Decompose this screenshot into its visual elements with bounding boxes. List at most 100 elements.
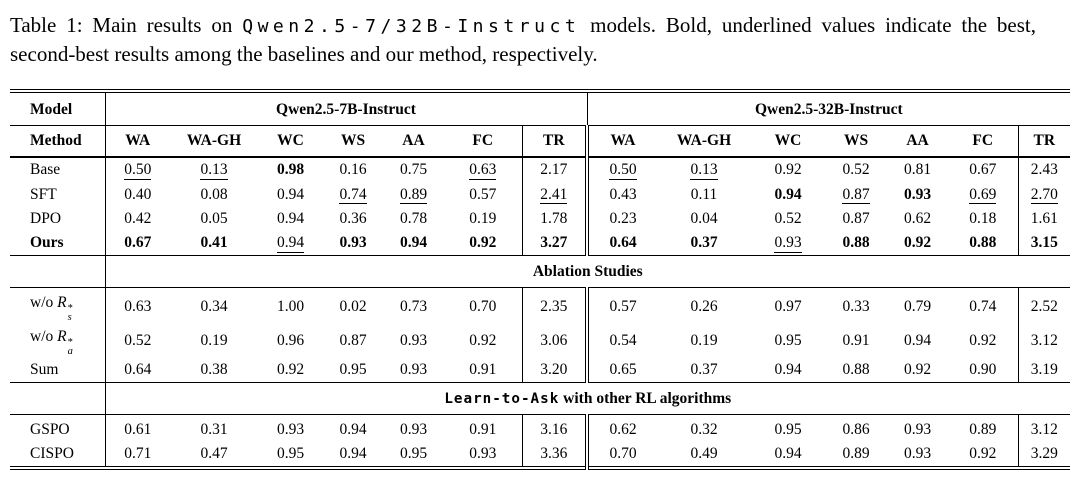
- value-cell: 0.94: [751, 357, 826, 384]
- col-header-wagh-7b: WA-GH: [170, 125, 258, 158]
- model-corner-label: Model: [10, 91, 106, 127]
- value-cell: 0.31: [200, 421, 228, 439]
- value-cell: 0.94: [276, 185, 305, 203]
- value-cell: 0.87: [339, 332, 367, 350]
- value-cell: 0.05: [200, 210, 228, 228]
- value-cell: 0.57: [469, 185, 497, 203]
- underlined-value: 0.93: [774, 234, 802, 253]
- value-cell: 0.81: [903, 161, 932, 179]
- value-cell: 0.89: [842, 445, 870, 463]
- value-cell: 0.88: [825, 230, 888, 257]
- row-label: w/o R * s: [10, 287, 106, 325]
- value-cell: 3.27: [521, 230, 588, 257]
- value-cell: 0.64: [585, 230, 658, 257]
- section-header-text: with other RL algorithms: [559, 390, 732, 408]
- value-cell: 0.89: [969, 421, 997, 439]
- col-header-aa-7b: AA: [383, 125, 444, 158]
- value-cell: 0.37: [657, 230, 752, 257]
- value-cell: 0.93: [323, 230, 383, 257]
- caption-prefix: Table 1: Main results on: [10, 13, 243, 37]
- value-cell: 0.92: [444, 230, 522, 257]
- value-cell: 0.37: [657, 357, 752, 384]
- value-cell: 3.29: [1017, 441, 1071, 469]
- underlined-value: 2.41: [540, 185, 568, 205]
- value-cell: 2.70: [1017, 182, 1071, 207]
- value-cell: 0.92: [969, 332, 997, 350]
- value-cell: 0.92: [969, 445, 997, 463]
- value-cell: 0.19: [469, 210, 497, 228]
- method-corner-label: Method: [10, 125, 106, 158]
- underlined-value: 0.63: [469, 161, 497, 180]
- value-cell: 0.50: [105, 157, 170, 182]
- results-table-body: Base 0.50 0.13 0.98 0.16 0.75 0.63 2.17 0.50 0.13…: [10, 156, 1071, 469]
- value-cell: 0.78: [399, 210, 428, 228]
- value-cell: 3.19: [1017, 357, 1071, 384]
- value-cell: 0.71: [124, 445, 152, 463]
- value-cell: 3.12: [1017, 324, 1071, 358]
- table-row: GSPO 0.61 0.31 0.93 0.94 0.93 0.91 3.16 0.62 0.32…: [10, 414, 1071, 442]
- value-cell: 0.57: [585, 287, 658, 325]
- value-cell: 0.93: [903, 445, 932, 463]
- value-cell: 0.02: [339, 298, 367, 316]
- underlined-value: 0.13: [200, 161, 228, 180]
- value-cell: 0.11: [690, 185, 718, 203]
- col-header-wa-7b: WA: [105, 125, 170, 158]
- value-cell: 0.65: [585, 357, 658, 384]
- value-cell: 0.93: [903, 185, 932, 203]
- math-supsub: * a: [67, 336, 73, 358]
- value-cell: 0.61: [124, 421, 152, 439]
- value-cell: 0.94: [258, 230, 323, 257]
- table-row: CISPO 0.71 0.47 0.95 0.94 0.95 0.93 3.36 0.70 0.4…: [10, 441, 1071, 469]
- value-cell: 0.23: [585, 206, 658, 231]
- underlined-value: 0.13: [690, 161, 718, 180]
- section-header-spacer: [10, 382, 106, 416]
- value-cell: 0.19: [200, 332, 228, 350]
- value-cell: 0.04: [690, 210, 718, 228]
- value-cell: 0.93: [399, 332, 428, 350]
- value-cell: 0.87: [842, 210, 870, 228]
- value-cell: 3.12: [1017, 414, 1071, 442]
- value-cell: 0.92: [887, 357, 949, 384]
- method-header-row: Method WA WA-GH WC WS AA FC TR WA WA-GH …: [10, 125, 1071, 158]
- value-cell: 1.61: [1017, 206, 1071, 231]
- value-cell: 0.94: [903, 332, 932, 350]
- value-cell: 0.95: [774, 332, 802, 350]
- section-header-label: Learn-to-Ask with other RL algorithms: [105, 382, 1071, 416]
- value-cell: 2.41: [521, 182, 588, 207]
- col-header-wagh-32b: WA-GH: [657, 125, 752, 158]
- value-cell: 0.36: [339, 210, 367, 228]
- value-cell: 0.95: [774, 421, 802, 439]
- value-cell: 3.36: [521, 441, 588, 469]
- col-header-wa-32b: WA: [585, 125, 658, 158]
- row-label: DPO: [10, 206, 106, 231]
- caption-suffix: models. Bold, underlined values indicate…: [10, 13, 1037, 66]
- value-cell: 0.89: [383, 182, 444, 206]
- section-header-text: Ablation Studies: [532, 263, 643, 281]
- value-cell: 0.95: [399, 445, 428, 463]
- value-cell: 0.50: [585, 156, 658, 183]
- value-cell: 0.67: [105, 230, 170, 257]
- col-header-fc-32b: FC: [948, 125, 1019, 158]
- value-cell: 0.93: [903, 421, 932, 439]
- value-cell: 0.92: [774, 161, 802, 179]
- table-row: w/o R * s 0.63 0.34 1.00 0.02 0.73 0.70 2.35 0.57 0…: [10, 287, 1071, 325]
- value-cell: 0.08: [200, 185, 228, 203]
- group-header-7b: Qwen2.5-7B-Instruct: [105, 91, 588, 127]
- model-header-row: Model Qwen2.5-7B-Instruct Qwen2.5-32B-In…: [10, 91, 1071, 127]
- col-header-fc-7b: FC: [444, 125, 522, 158]
- col-header-wc-32b: WC: [751, 125, 826, 158]
- value-cell: 0.74: [969, 298, 997, 316]
- value-cell: 3.20: [521, 357, 588, 384]
- value-cell: 0.26: [690, 298, 718, 316]
- value-cell: 0.94: [339, 445, 367, 463]
- results-table: Model Qwen2.5-7B-Instruct Qwen2.5-32B-In…: [10, 89, 1071, 471]
- value-cell: 0.13: [657, 157, 751, 182]
- table-caption: Table 1: Main results on Qwen2.5-7/32B-I…: [10, 11, 1036, 68]
- value-cell: 0.92: [469, 332, 497, 350]
- value-cell: 0.41: [170, 230, 258, 257]
- value-cell: 0.92: [258, 357, 323, 384]
- col-header-wc-7b: WC: [258, 125, 323, 158]
- section-header-row: Learn-to-Ask with other RL algorithms: [10, 382, 1071, 416]
- value-cell: 0.91: [444, 357, 522, 384]
- section-header-mono-text: Learn-to-Ask: [444, 391, 560, 408]
